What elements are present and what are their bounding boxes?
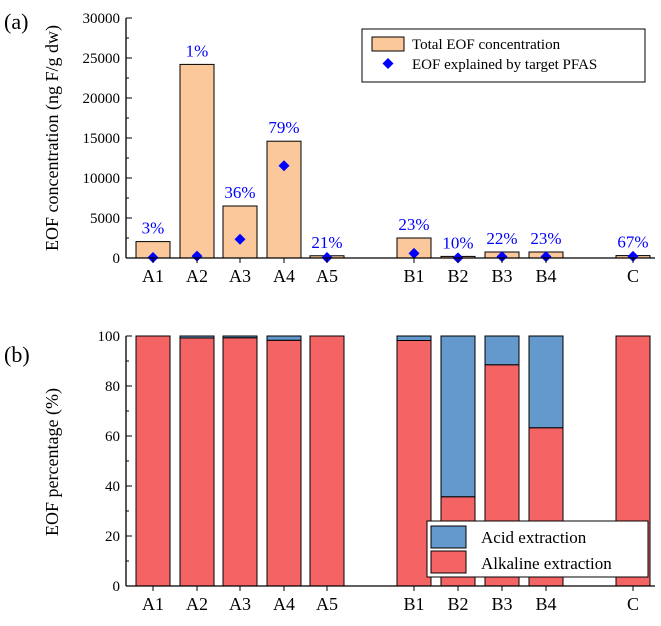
panel-a-y-tick-label: 10000 — [83, 171, 121, 187]
data-label-a3: 36% — [224, 183, 255, 202]
panel-a-x-tick-label-a2: A2 — [186, 266, 208, 286]
bar-alkaline-extraction-a2 — [179, 337, 215, 587]
bar-acid-extraction-b3 — [484, 335, 520, 366]
panel-a-y-tick-label: 25000 — [83, 51, 121, 67]
data-label-c: 67% — [617, 233, 648, 252]
bar-total-eof-a3 — [222, 205, 258, 259]
data-label-b1: 23% — [398, 215, 429, 234]
data-label-a5: 21% — [311, 233, 342, 252]
panel-a-x-tick-label-a5: A5 — [316, 266, 338, 286]
panel-b-y-tick-label: 100 — [98, 329, 121, 345]
panel-a-x-tick-label-b1: B1 — [403, 266, 424, 286]
legend-label-target-pfas: EOF explained by target PFAS — [412, 57, 597, 73]
bar-acid-extraction-a2 — [179, 335, 215, 339]
marker-target-pfas-b4 — [540, 251, 552, 263]
bar-total-eof-a4 — [266, 140, 302, 259]
legend-swatch-alkaline — [430, 550, 467, 574]
data-label-b4: 23% — [530, 229, 561, 248]
panel-b-y-tick-label: 40 — [105, 479, 120, 495]
panel-a-y-tick-label: 30000 — [83, 11, 121, 27]
bar-alkaline-extraction-b1 — [396, 340, 432, 587]
legend-label-alkaline: Alkaline extraction — [481, 554, 612, 573]
marker-target-pfas-a2 — [191, 250, 203, 262]
panel-b-x-tick-label-b3: B3 — [491, 594, 512, 614]
panel-b-x-tick-label-a1: A1 — [142, 594, 164, 614]
data-label-a4: 79% — [268, 118, 299, 137]
panel-b-y-tick-label: 60 — [105, 429, 120, 445]
marker-target-pfas-b1 — [408, 247, 420, 259]
panel-a-x-tick-label-a4: A4 — [273, 266, 295, 286]
panel-b-x-tick-label-b4: B4 — [535, 594, 556, 614]
panel-b-y-tick-label: 0 — [113, 579, 121, 595]
marker-target-pfas-b3 — [496, 251, 508, 263]
legend-marker-target-pfas — [382, 58, 394, 69]
bar-acid-extraction-a4 — [266, 335, 302, 341]
panel-a-y-tick-label: 5000 — [90, 211, 120, 227]
panel-a-x-tick-label-b2: B2 — [447, 266, 468, 286]
bar-acid-extraction-b1 — [396, 335, 432, 341]
panel-b-x-tick-label-c: C — [627, 594, 639, 614]
panel-a-x-tick-label-a3: A3 — [229, 266, 251, 286]
data-label-b3: 22% — [486, 229, 517, 248]
panel-a-x-tick-label-a1: A1 — [142, 266, 164, 286]
legend-label-total-eof: Total EOF concentration — [412, 37, 561, 53]
panel-b-y-tick-label: 80 — [105, 379, 120, 395]
legend-swatch-acid — [430, 525, 467, 549]
panel-a: (a) EOF concentration (ng F/g dw) 3% 1% 36… — [4, 9, 655, 286]
marker-target-pfas-a4 — [278, 160, 290, 172]
panel-b: (b) EOF percentage (%) 0 20 40 60 80 100 A1 A2 A… — [4, 329, 655, 614]
bar-alkaline-extraction-a5 — [309, 335, 345, 587]
panel-b-x-tick-label-a3: A3 — [229, 594, 251, 614]
panel-b-y-tick-label: 20 — [105, 529, 120, 545]
data-label-b2: 10% — [442, 233, 473, 252]
panel-a-y-tick-label: 0 — [113, 251, 121, 267]
bar-total-eof-a2 — [179, 63, 215, 259]
legend-label-acid: Acid extraction — [481, 528, 587, 547]
panel-a-x-tick-label-c: C — [627, 266, 639, 286]
panel-a-y-axis-title: EOF concentration (ng F/g dw) — [42, 25, 63, 251]
panel-b-legend: Acid extraction Alkaline extraction — [426, 520, 649, 578]
panel-b-x-tick-label-b1: B1 — [403, 594, 424, 614]
panel-b-x-tick-label-a2: A2 — [186, 594, 208, 614]
panel-a-x-tick-label-b3: B3 — [491, 266, 512, 286]
bar-alkaline-extraction-a4 — [266, 339, 302, 587]
panel-a-x-tick-label-b4: B4 — [535, 266, 556, 286]
bar-alkaline-extraction-a1 — [135, 335, 171, 587]
panel-b-x-tick-label-b2: B2 — [447, 594, 468, 614]
bar-acid-extraction-a3 — [222, 335, 258, 339]
panel-a-legend: Total EOF concentration EOF explained by… — [361, 28, 646, 83]
panel-b-y-axis-title: EOF percentage (%) — [42, 388, 63, 536]
bar-alkaline-extraction-a3 — [222, 337, 258, 587]
bar-acid-extraction-b2 — [440, 335, 476, 498]
panel-a-y-tick-label: 20000 — [83, 91, 121, 107]
marker-target-pfas-a3 — [234, 233, 246, 245]
bar-acid-extraction-b4 — [528, 335, 564, 429]
data-label-a1: 3% — [142, 219, 165, 238]
data-label-a2: 1% — [186, 41, 209, 60]
marker-target-pfas-c — [627, 250, 639, 262]
panel-a-label: (a) — [4, 9, 28, 34]
panel-b-x-tick-label-a4: A4 — [273, 594, 295, 614]
panel-b-label: (b) — [4, 342, 30, 367]
panel-a-y-tick-label: 15000 — [83, 131, 121, 147]
panel-b-x-tick-label-a5: A5 — [316, 594, 338, 614]
legend-swatch-total-eof — [371, 36, 405, 52]
